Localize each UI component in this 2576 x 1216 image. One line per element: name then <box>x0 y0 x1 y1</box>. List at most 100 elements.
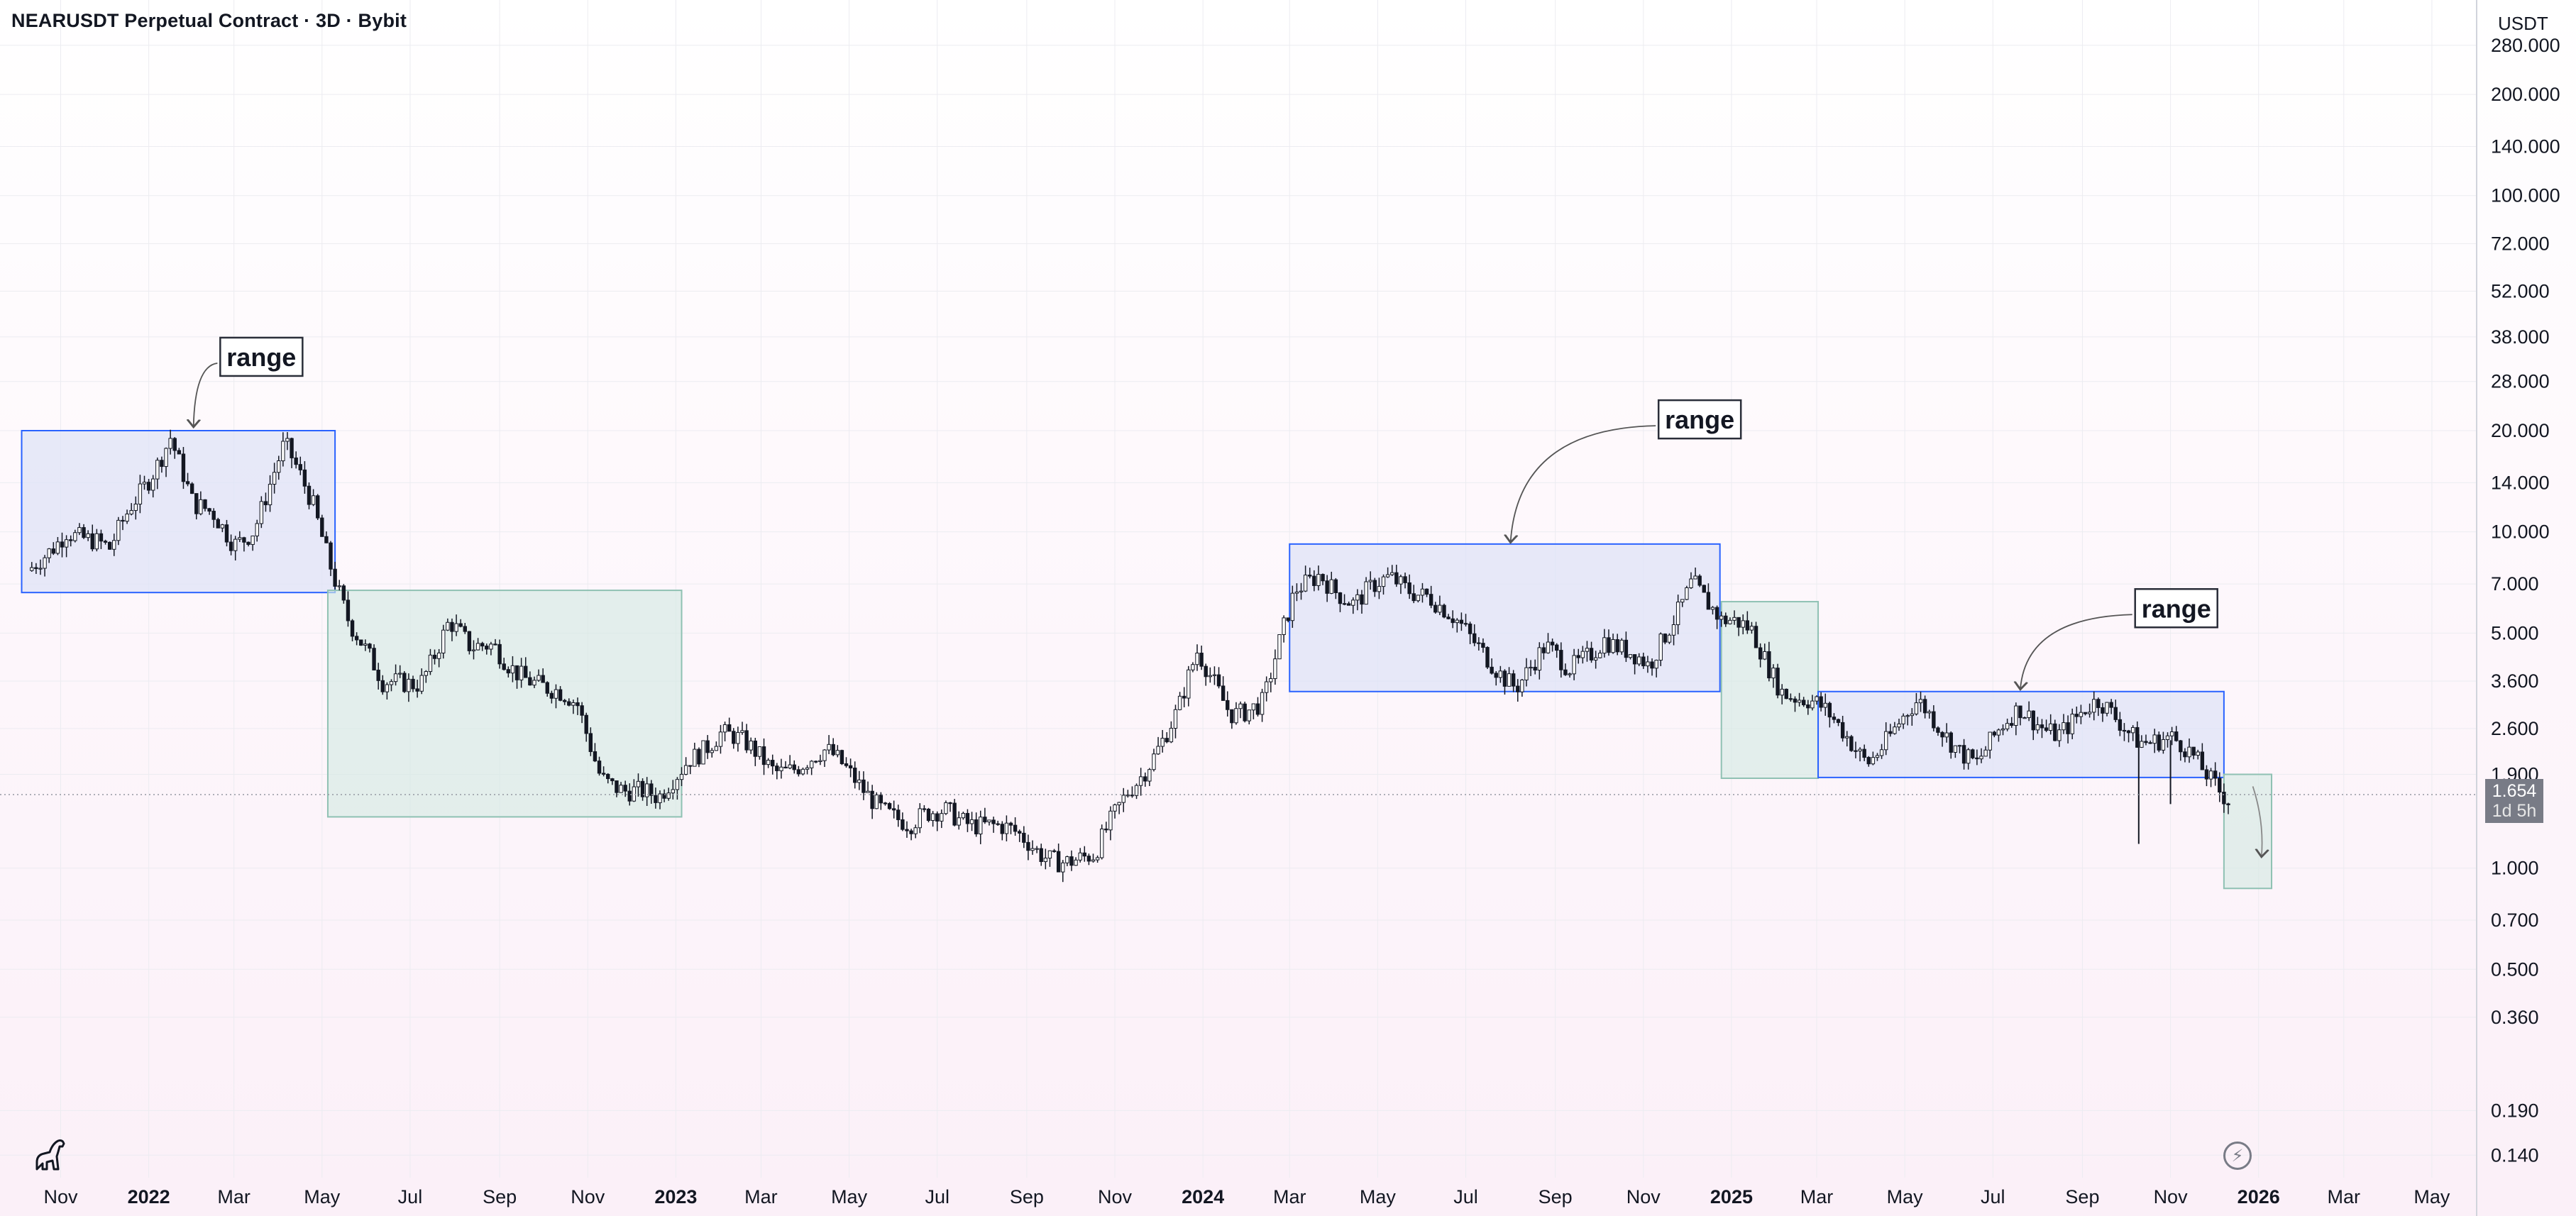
candle-body <box>1667 634 1672 643</box>
candle-body <box>64 539 69 548</box>
candle-body <box>1346 603 1351 606</box>
candle-body <box>1654 660 1658 669</box>
candle-body <box>1793 698 1798 703</box>
time-tick-label: Jul <box>1981 1186 2005 1207</box>
candle-body <box>2053 723 2057 741</box>
candle-body <box>1238 703 1243 709</box>
candle-body <box>1680 599 1685 603</box>
candle-body <box>1516 685 1520 692</box>
candle-body <box>1364 581 1368 605</box>
candle-body <box>1845 736 1849 739</box>
candle-body <box>1689 578 1693 589</box>
time-tick-label: 2022 <box>128 1186 170 1207</box>
drop-box[interactable] <box>2223 773 2273 890</box>
tradingview-dino-icon[interactable] <box>31 1134 71 1173</box>
candle-body <box>862 779 866 793</box>
candle-body <box>1264 681 1269 693</box>
annotation-box[interactable] <box>1657 399 1742 440</box>
time-tick-label: May <box>1360 1186 1397 1207</box>
candle-body <box>1143 776 1147 782</box>
time-tick-label: 2025 <box>1710 1186 1753 1207</box>
candle-body <box>675 779 680 790</box>
candle-body <box>1026 841 1030 851</box>
candle-body <box>1138 776 1143 786</box>
candle-body <box>389 681 394 685</box>
candle-body <box>1827 702 1832 718</box>
candle-body <box>1182 695 1187 699</box>
candle-body <box>1628 654 1633 658</box>
candle-body <box>883 802 888 805</box>
candle-body <box>879 795 884 804</box>
candle-body <box>1290 592 1295 621</box>
candle-body <box>1836 719 1841 723</box>
candle-body <box>1949 732 1953 753</box>
price-tick-label: 1.000 <box>2491 858 2539 879</box>
candle-body <box>584 714 588 734</box>
candle-body <box>2035 724 2040 731</box>
annotation-label[interactable]: range <box>2142 594 2211 623</box>
candle-body <box>1008 822 1013 826</box>
candle-body <box>615 780 619 793</box>
candle-body <box>1767 651 1771 679</box>
candle-body <box>840 750 844 764</box>
candle-body <box>710 750 714 753</box>
candle-body <box>1030 848 1035 851</box>
candle-body <box>251 535 255 545</box>
annotation-label[interactable]: range <box>226 343 296 372</box>
candle-body <box>1745 620 1750 631</box>
range-box[interactable] <box>21 430 336 594</box>
candle-body <box>47 548 51 558</box>
annotation-box[interactable] <box>219 336 304 377</box>
candle-body <box>86 533 90 538</box>
candle-body <box>1273 658 1277 680</box>
candle-body <box>2092 699 2096 713</box>
candle-body <box>1593 657 1598 660</box>
drop-box[interactable] <box>326 590 683 818</box>
time-axis[interactable]: Nov 2022 Mar May Jul Sep Nov 2023 Mar May Jul Sep No… <box>43 1186 2450 1207</box>
candle-body <box>2074 714 2079 717</box>
price-tick-label: 38.000 <box>2491 326 2550 348</box>
candle-body <box>30 567 34 571</box>
candle-body <box>1563 669 1568 675</box>
candle-body <box>1360 594 1364 605</box>
annotation-label[interactable]: range <box>1665 405 1734 434</box>
candle-body <box>2010 723 2014 726</box>
candle-body <box>714 746 719 751</box>
range-annotations[interactable]: range range range <box>194 336 2262 857</box>
price-tick-label: 200.000 <box>2491 84 2560 105</box>
candle-body <box>407 678 411 692</box>
candle-body <box>727 724 732 732</box>
annotation-box[interactable] <box>2134 588 2218 629</box>
price-unit-label[interactable]: USDT <box>2498 13 2548 34</box>
candle-body <box>1061 862 1065 873</box>
time-tick-label: Nov <box>571 1186 605 1207</box>
candle-body <box>1533 666 1537 671</box>
candle-body <box>1797 700 1802 703</box>
candle-body <box>1125 795 1130 797</box>
range-zones[interactable] <box>21 430 2273 890</box>
candle-body <box>1922 699 1927 714</box>
candle-body <box>2165 735 2170 740</box>
candle-body <box>1580 651 1585 658</box>
candle-body <box>1416 595 1421 602</box>
candle-body <box>1541 647 1546 653</box>
bar-countdown: 1d 5h <box>2492 801 2537 821</box>
candle-body <box>926 809 931 821</box>
drop-box[interactable] <box>1720 601 1820 779</box>
lightning-icon[interactable]: ⚡ <box>2223 1142 2252 1170</box>
candle-body <box>1806 704 1810 709</box>
candle-body <box>1308 575 1312 577</box>
price-tick-label: 0.500 <box>2491 958 2539 980</box>
price-axis[interactable]: 280.000 200.000 140.000 100.000 72.000 52.000… <box>2491 35 2560 1166</box>
candle-body <box>2087 712 2092 714</box>
candle-body <box>940 813 944 822</box>
candle-body <box>1576 655 1580 658</box>
candle-body <box>181 453 186 482</box>
candle-body <box>822 749 827 761</box>
candle-body <box>1524 667 1529 680</box>
candle-body <box>532 680 536 686</box>
candle-body <box>185 481 190 485</box>
candle-body <box>475 643 480 651</box>
candle-body <box>51 548 55 554</box>
